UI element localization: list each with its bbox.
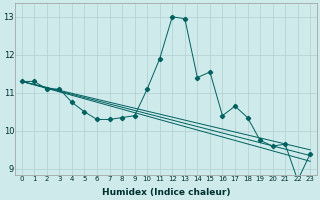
X-axis label: Humidex (Indice chaleur): Humidex (Indice chaleur): [102, 188, 230, 197]
